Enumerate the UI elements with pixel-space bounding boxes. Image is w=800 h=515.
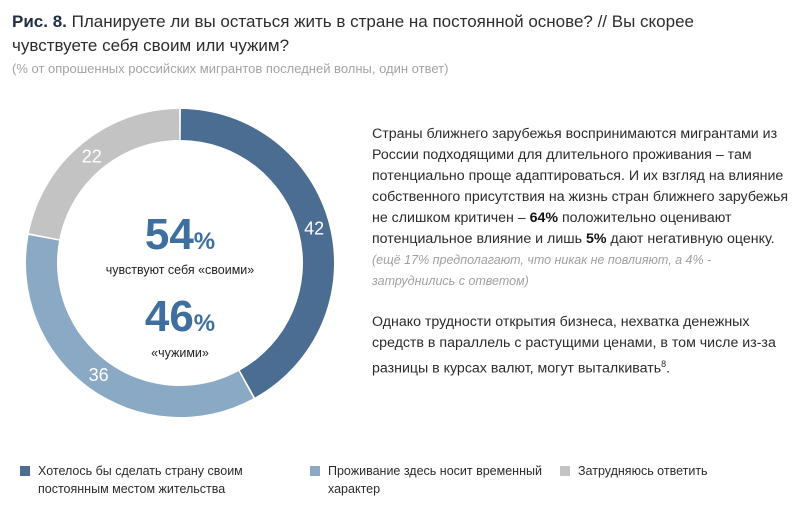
figure-label: Рис. 8. [12,12,67,31]
p1-highlight-positive: 64% [529,210,559,226]
p1-highlight-negative: 5% [585,231,607,247]
p1-text-a: Страны ближнего зарубежья воспринимаются… [372,126,789,226]
legend-item-undecided: Затрудняюсь ответить [560,462,790,498]
legend-label-undecided: Затрудняюсь ответить [578,464,708,478]
center-secondary-label: «чужими» [151,346,209,360]
donut-slices: 42 36 22 [25,109,334,417]
legend-swatch-permanent [20,466,30,476]
donut-chart: 42 36 22 54% чувствуют себя «своими» 46% «… [25,109,334,417]
commentary-paragraph-1: Страны ближнего зарубежья воспринимаются… [372,124,792,292]
slice-label-temporary: 36 [89,365,109,385]
legend-swatch-undecided [560,466,570,476]
legend-label-temporary: Проживание здесь носит временный характе… [328,464,542,496]
legend-item-permanent: Хотелось бы сделать страну своим постоян… [20,462,310,498]
slice-label-permanent: 42 [304,219,324,239]
title-text: Планируете ли вы остаться жить в стране … [12,12,694,55]
p2-text: Однако трудности открытия бизнеса, нехва… [372,314,776,377]
center-primary-number: 54 [145,210,194,259]
donut-slice-undecided [28,109,180,240]
footnote-ref: 8 [661,359,667,369]
legend-item-temporary: Проживание здесь носит временный характе… [310,462,560,498]
p1-note: (ещё 17% предполагают, что никак не повл… [372,253,712,288]
chart-legend: Хотелось бы сделать страну своим постоян… [20,462,790,498]
center-secondary-unit: % [194,310,215,337]
commentary: Страны ближнего зарубежья воспринимаются… [372,124,792,400]
center-primary-value: 54% [145,210,215,259]
center-secondary-value: 46% [145,292,215,341]
donut-slice-temporary [25,235,254,417]
legend-label-permanent: Хотелось бы сделать страну своим постоян… [38,464,243,496]
chart-subtitle: (% от опрошенных российских мигрантов по… [12,61,449,76]
chart-title: Рис. 8. Планируете ли вы остаться жить в… [12,10,782,58]
slice-label-undecided: 22 [82,146,102,166]
p1-text-e: дают негативную оценку. [606,231,775,247]
legend-swatch-temporary [310,466,320,476]
commentary-paragraph-2: Однако трудности открытия бизнеса, нехва… [372,312,792,380]
center-secondary-number: 46 [145,292,194,341]
p1-text-c: положительно оценивают потенциальное вли… [372,210,732,247]
p2-end: . [666,360,671,377]
center-primary-label: чувствуют себя «своими» [106,263,255,277]
center-primary-unit: % [194,228,215,255]
donut-slice-permanent [180,109,334,398]
